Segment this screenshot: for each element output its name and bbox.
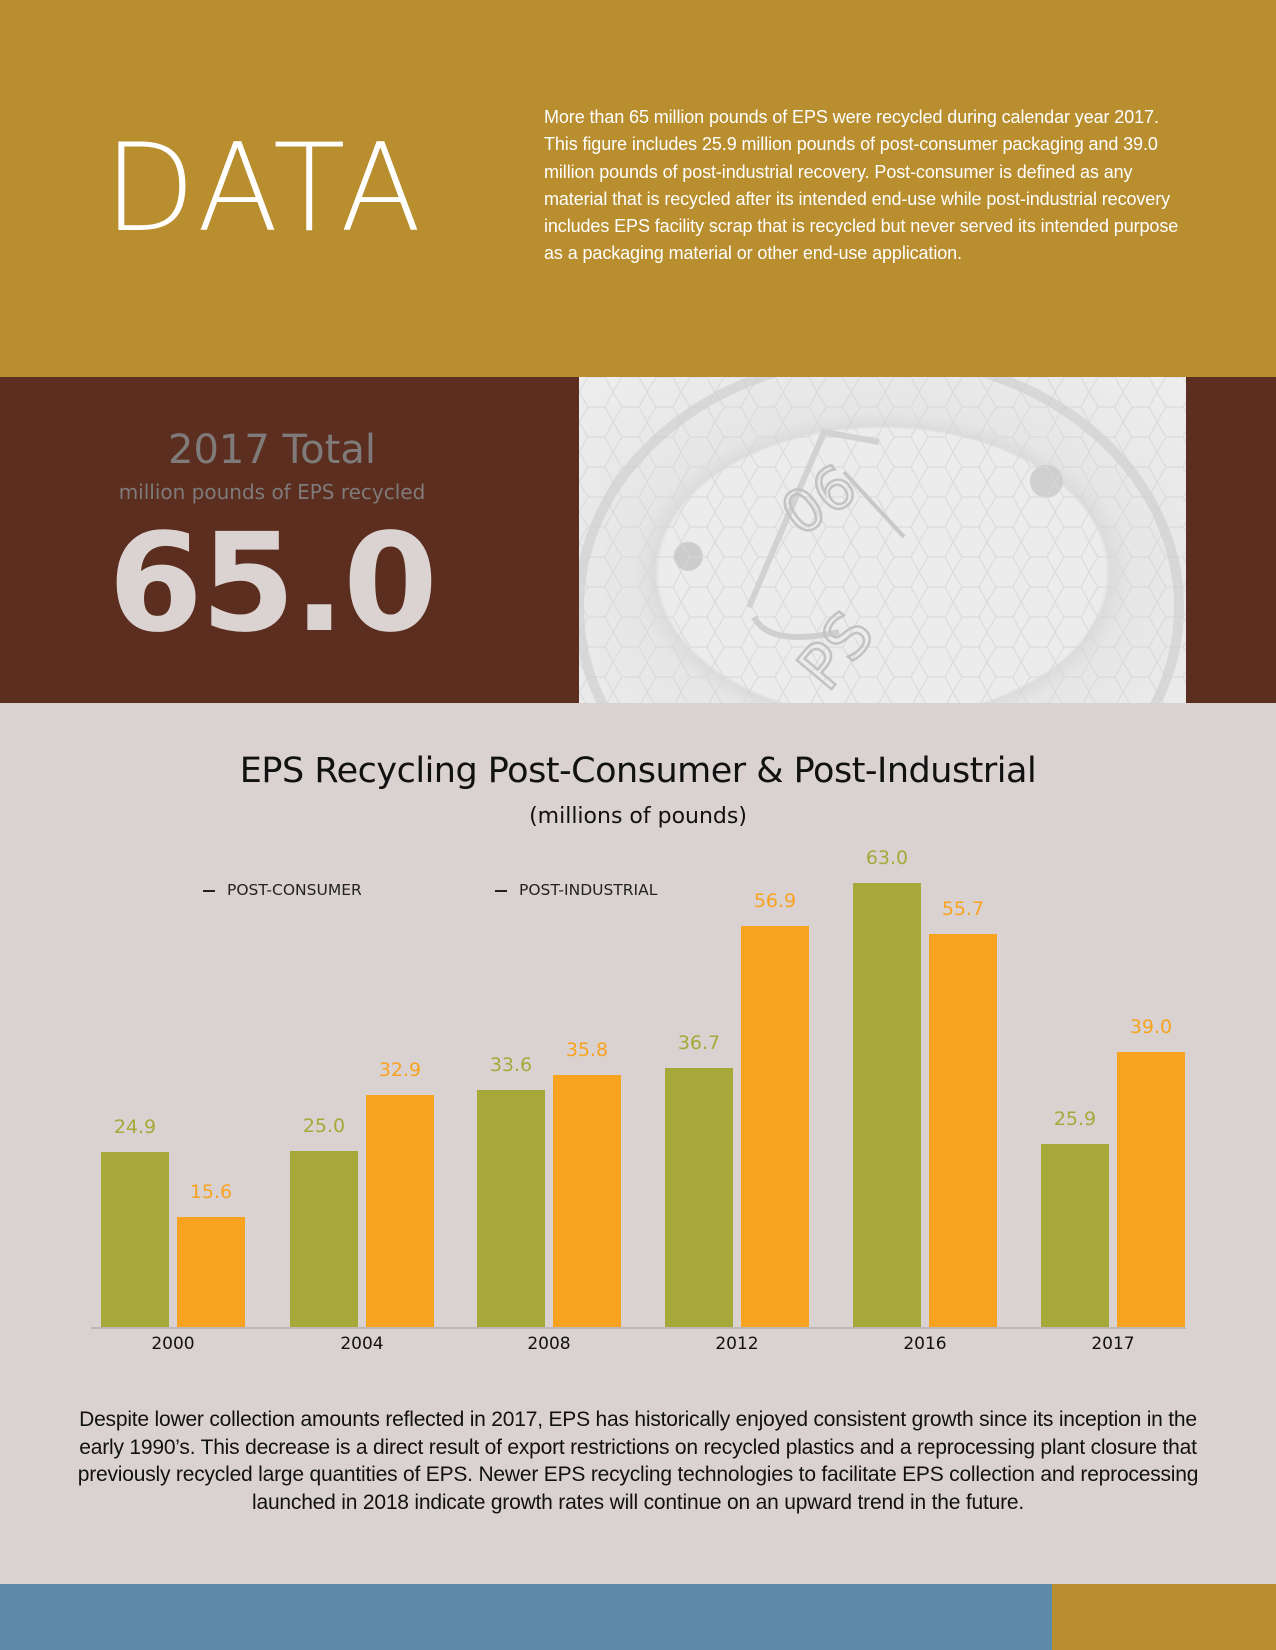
intro-paragraph: More than 65 million pounds of EPS were … — [544, 107, 1179, 264]
bar-value-label: 35.8 — [565, 1039, 609, 1061]
bar-value-label: 36.7 — [677, 1032, 721, 1054]
footer-bar-blue — [0, 1584, 1052, 1650]
bar-post-consumer-2004 — [290, 1151, 358, 1327]
footer-bar-gold — [1052, 1584, 1276, 1650]
bar-post-industrial-2004 — [366, 1095, 434, 1327]
bar-post-consumer-2016 — [853, 883, 921, 1327]
legend-dash-icon — [495, 890, 507, 892]
legend-dash-icon — [203, 890, 215, 892]
footnote-paragraph: Despite lower collection amounts reflect… — [77, 1408, 1199, 1514]
x-tick-label: 2016 — [903, 1334, 947, 1354]
bar-value-label: 33.6 — [489, 1054, 533, 1076]
bar-value-label: 55.7 — [941, 898, 985, 920]
eps-recycle-symbol-photo: 06 PS — [579, 377, 1186, 703]
legend-item-post-consumer: POST-CONSUMER — [203, 881, 362, 899]
bar-post-consumer-2008 — [477, 1090, 545, 1327]
bar-post-industrial-2016 — [929, 934, 997, 1327]
x-tick-label: 2012 — [715, 1334, 759, 1354]
bar-value-label: 32.9 — [378, 1059, 422, 1081]
total-value: 65.0 — [108, 505, 438, 663]
recycle-symbol-icon: 06 PS — [579, 377, 1186, 703]
bar-value-label: 56.9 — [753, 890, 797, 912]
x-tick-label: 2008 — [527, 1334, 571, 1354]
legend-item-post-industrial: POST-INDUSTRIAL — [495, 881, 658, 899]
bar-post-industrial-2008 — [553, 1075, 621, 1327]
bar-value-label: 24.9 — [113, 1116, 157, 1138]
legend-label: POST-CONSUMER — [227, 881, 362, 899]
bar-post-consumer-2017 — [1041, 1144, 1109, 1327]
x-axis-line — [91, 1327, 1186, 1329]
x-tick-label: 2017 — [1091, 1334, 1135, 1354]
total-heading: 2017 Total — [168, 427, 376, 473]
bar-post-industrial-2017 — [1117, 1052, 1185, 1327]
x-tick-label: 2000 — [151, 1334, 195, 1354]
bar-value-label: 63.0 — [865, 847, 909, 869]
legend-label: POST-INDUSTRIAL — [519, 881, 658, 899]
x-tick-label: 2004 — [340, 1334, 384, 1354]
bar-value-label: 39.0 — [1129, 1016, 1173, 1038]
page-title: DATA — [104, 118, 426, 259]
bar-value-label: 15.6 — [189, 1181, 233, 1203]
bar-post-industrial-2012 — [741, 926, 809, 1327]
total-subheading: million pounds of EPS recycled — [118, 480, 426, 504]
bar-value-label: 25.0 — [302, 1115, 346, 1137]
header-banner — [0, 0, 1276, 377]
chart-title: EPS Recycling Post-Consumer & Post-Indus… — [239, 751, 1037, 791]
bar-post-industrial-2000 — [177, 1217, 245, 1327]
bar-value-label: 25.9 — [1053, 1108, 1097, 1130]
bar-post-consumer-2000 — [101, 1152, 169, 1327]
bar-post-consumer-2012 — [665, 1068, 733, 1327]
chart-subtitle: (millions of pounds) — [529, 804, 747, 829]
